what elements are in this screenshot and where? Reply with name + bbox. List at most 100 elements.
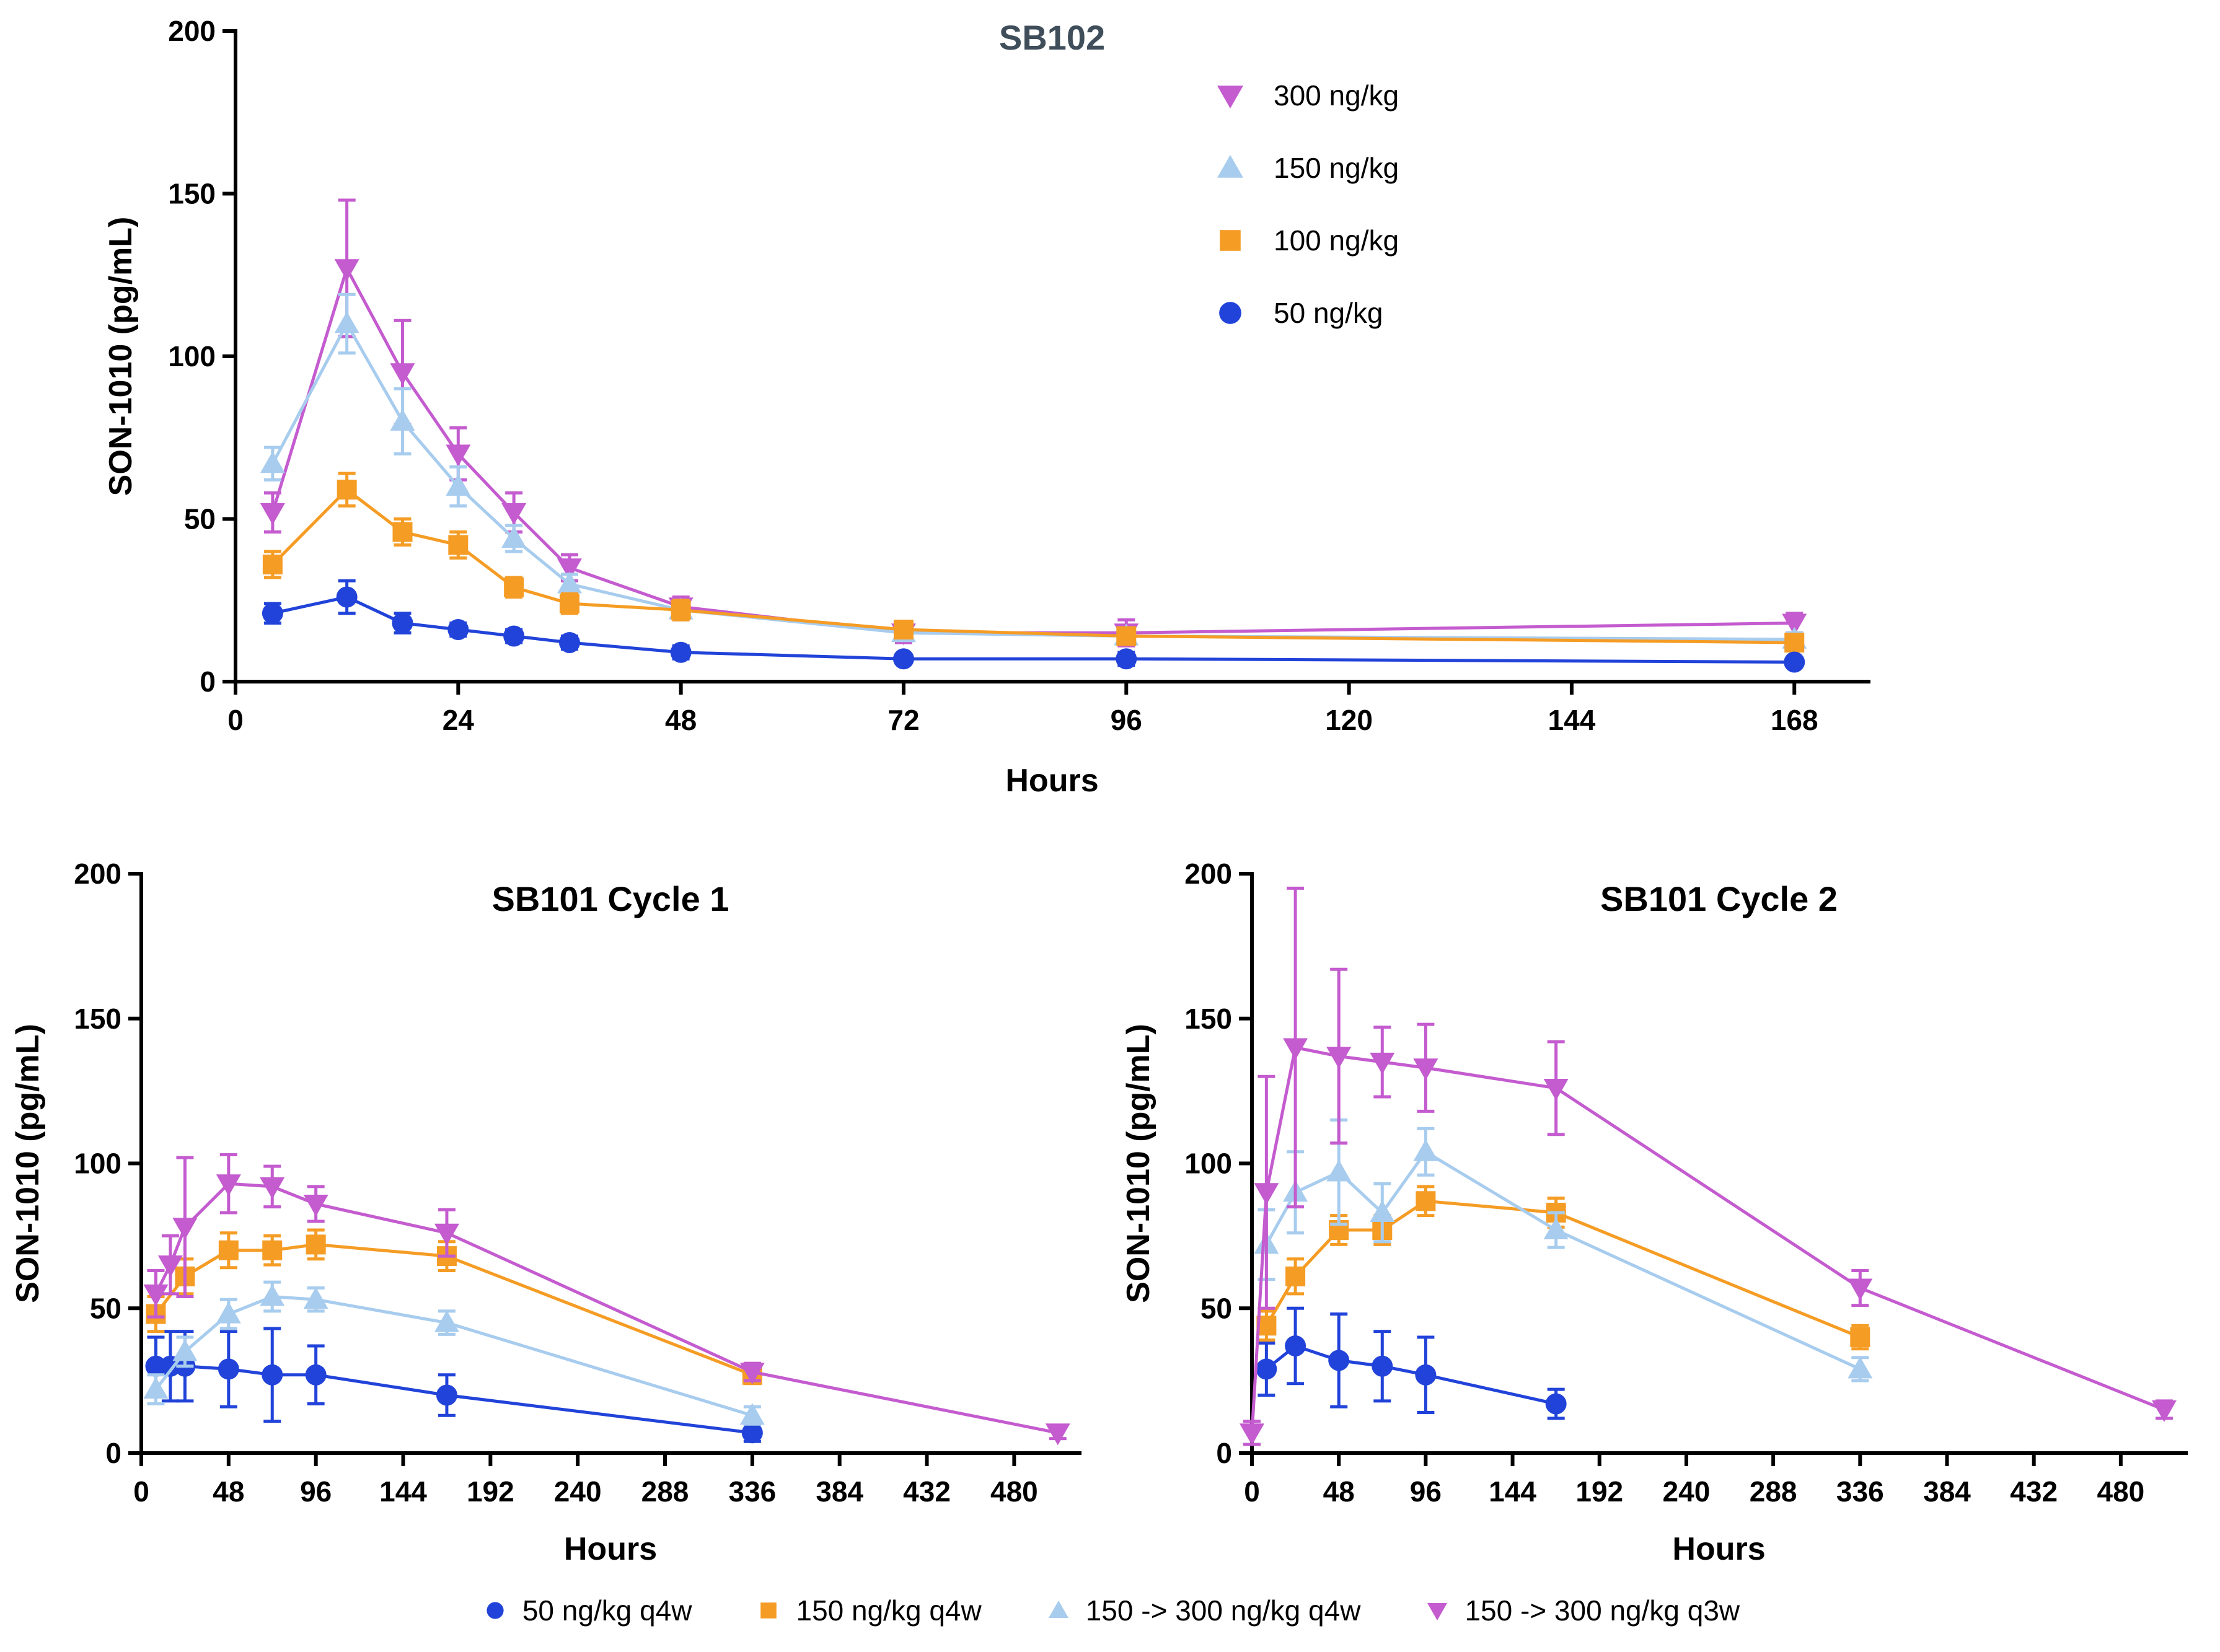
y-tick-label: 50 — [1200, 1292, 1232, 1324]
triangle-up-marker — [143, 1377, 169, 1399]
triangle-down-marker — [216, 1174, 241, 1197]
triangle-up-marker — [1543, 1218, 1569, 1240]
x-axis-label: Hours — [564, 1531, 657, 1567]
x-tick-label: 120 — [1325, 704, 1373, 736]
series-150-300-ng-kg-q3w — [1240, 886, 2177, 1446]
y-tick-label: 100 — [1184, 1148, 1232, 1180]
square-marker — [1416, 1191, 1436, 1211]
legend-item-label: 50 ng/kg q4w — [522, 1594, 692, 1627]
triangle-up-marker — [557, 571, 582, 594]
series-50-ng-kg-q4w — [145, 1327, 763, 1444]
sb101-cycle2-chart: 0 48 96 144 192 240 288 336 384 432 480 0 50 100 150 20… — [1111, 824, 2220, 1583]
square-marker — [760, 1602, 777, 1619]
circle-marker — [741, 1422, 763, 1444]
legend-label: 100 ng/kg — [1274, 224, 1399, 257]
y-tick-label: 150 — [168, 178, 216, 210]
x-tick-label: 0 — [133, 1475, 149, 1508]
circle-marker — [487, 1602, 504, 1619]
triangle-up-marker — [739, 1403, 765, 1425]
circle-marker — [336, 586, 358, 608]
triangle-up-marker — [1370, 1200, 1395, 1222]
chart-title: SB101 Cycle 2 — [1600, 879, 1838, 918]
x-tick-label: 96 — [300, 1475, 332, 1508]
triangle-up-marker — [501, 526, 527, 548]
x-tick-label: 96 — [1111, 704, 1142, 736]
y-axis-label: SON-1010 (pg/mL) — [103, 217, 139, 496]
triangle-up-marker — [1326, 1159, 1352, 1182]
x-tick-label: 432 — [2010, 1475, 2058, 1508]
x-axis-label: Hours — [1005, 763, 1098, 799]
triangle-up-legend-icon — [1048, 1601, 1068, 1618]
x-tick-label: 24 — [443, 704, 475, 736]
circle-legend-icon — [487, 1602, 504, 1619]
y-axis-label: SON-1010 (pg/mL) — [1121, 1024, 1156, 1303]
circle-marker — [145, 1355, 167, 1377]
chart-title: SB102 — [999, 18, 1105, 57]
x-tick-label: 144 — [1548, 704, 1596, 736]
circle-marker — [670, 641, 692, 663]
series-150-ng-kg-q4w — [146, 1228, 762, 1386]
triangle-up-marker — [434, 1310, 459, 1332]
circle-marker — [1545, 1393, 1567, 1415]
sb101-cycle1-chart: 0 48 96 144 192 240 288 336 384 432 480 0 50 100 150 20… — [0, 824, 1109, 1583]
legend-item: 50 ng/kg q4w — [480, 1594, 692, 1627]
x-tick-label: 48 — [665, 704, 697, 736]
series-150-300-ng-kg-q3w — [143, 1153, 1070, 1446]
square-marker — [262, 555, 283, 574]
square-marker — [1850, 1327, 1870, 1347]
triangle-down-marker — [1045, 1423, 1070, 1446]
triangle-down-marker — [1283, 1038, 1308, 1060]
shared-legend: 50 ng/kg q4w 150 ng/kg q4w 150 -> 300 ng/k… — [0, 1594, 2220, 1627]
circle-marker — [1328, 1350, 1350, 1371]
triangle-up-marker — [216, 1301, 241, 1324]
triangle-down-marker — [1254, 1183, 1279, 1205]
circle-marker — [1372, 1355, 1393, 1377]
circle-marker — [1219, 302, 1241, 324]
y-tick-label: 0 — [200, 666, 216, 698]
circle-marker — [305, 1364, 327, 1386]
x-tick-label: 168 — [1771, 704, 1818, 736]
y-tick-label: 50 — [184, 503, 216, 535]
square-marker — [306, 1234, 326, 1255]
series-100-ng-kg — [262, 472, 1805, 652]
square-marker — [671, 600, 691, 620]
triangle-up-marker — [260, 1284, 285, 1306]
triangle-down-marker — [157, 1255, 183, 1278]
triangle-down-marker — [434, 1223, 459, 1246]
square-marker — [218, 1240, 239, 1260]
triangle-down-marker — [303, 1194, 328, 1216]
triangle-down-marker — [334, 259, 359, 281]
circle-marker — [436, 1384, 457, 1406]
legend-label: 150 ng/kg — [1274, 152, 1399, 184]
triangle-down-marker — [501, 503, 527, 525]
x-tick-label: 96 — [1410, 1475, 1442, 1508]
series-50-ng-kg — [262, 579, 1805, 673]
triangle-up-marker — [303, 1287, 328, 1309]
series-150-ng-kg — [260, 292, 1807, 649]
y-tick-label: 150 — [1184, 1003, 1232, 1035]
triangle-up-marker — [1848, 1356, 1873, 1379]
triangle-up-marker — [1217, 155, 1243, 178]
x-tick-label: 336 — [1836, 1475, 1884, 1508]
legend-item-label: 150 -> 300 ng/kg q4w — [1085, 1594, 1361, 1627]
triangle-down-marker — [260, 1177, 285, 1199]
x-tick-label: 72 — [888, 704, 919, 736]
triangle-up-marker — [390, 409, 415, 431]
legend-item-label: 150 -> 300 ng/kg q3w — [1465, 1594, 1740, 1627]
series-300-ng-kg — [260, 198, 1807, 648]
sb102-chart: 0 24 48 72 96 120 144 168 0 50 100 150 200 Hours SON-1… — [93, 3, 1940, 815]
triangle-up-marker — [260, 451, 285, 473]
legend-item: 150 ng/kg q4w — [754, 1594, 982, 1627]
square-marker — [893, 620, 914, 639]
triangle-down-marker — [1782, 613, 1807, 636]
y-tick-label: 0 — [1216, 1437, 1232, 1469]
y-tick-label: 100 — [168, 340, 216, 372]
x-tick-label: 192 — [467, 1475, 514, 1508]
x-tick-label: 480 — [2097, 1475, 2144, 1508]
circle-marker — [392, 612, 413, 634]
x-tick-label: 336 — [728, 1475, 776, 1508]
series-150-300-ng-kg-q4w — [143, 1280, 765, 1426]
legend-item: 150 -> 300 ng/kg q3w — [1422, 1594, 1740, 1627]
square-marker — [392, 522, 413, 542]
triangle-down-marker — [1370, 1052, 1395, 1074]
